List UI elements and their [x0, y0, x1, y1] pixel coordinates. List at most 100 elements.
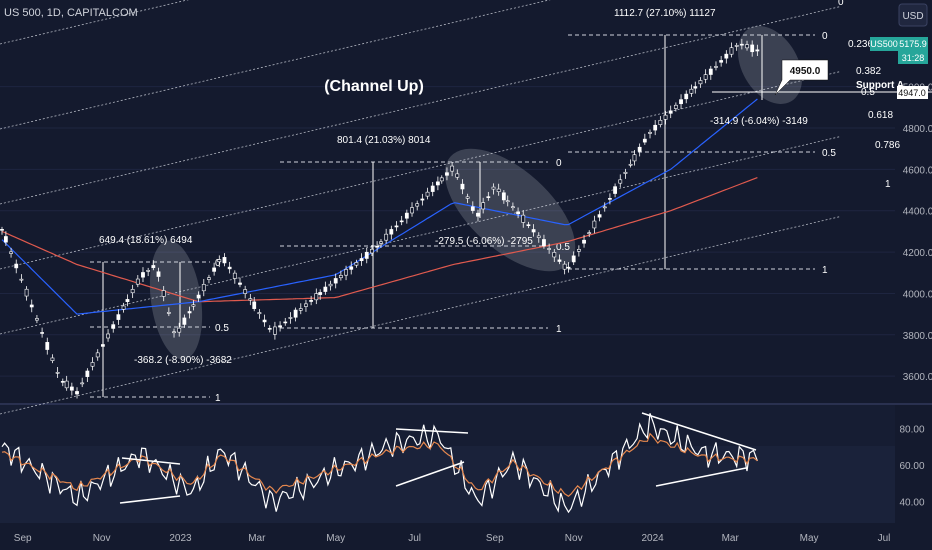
- candle-body: [739, 43, 744, 46]
- candle-body: [146, 270, 151, 272]
- candle-body: [576, 249, 581, 252]
- candle-body: [430, 185, 435, 192]
- candle-body: [172, 331, 176, 334]
- channel-level-label: 0.236: [848, 39, 873, 50]
- candle-body: [648, 132, 652, 134]
- candle-body: [80, 382, 85, 385]
- fib-level-label: 0: [556, 158, 562, 169]
- candle-body: [592, 220, 597, 229]
- currency-button[interactable]: USD: [898, 3, 928, 27]
- candle-body: [536, 235, 541, 238]
- candle-body: [191, 304, 196, 307]
- candle-body: [415, 203, 420, 207]
- candle-body: [90, 362, 95, 367]
- candle-body: [476, 212, 480, 217]
- time-tick-label: Mar: [722, 533, 740, 544]
- candle-body: [9, 251, 13, 254]
- candle-body: [708, 68, 713, 75]
- ma-fast-group: [1, 98, 758, 315]
- candle-body: [542, 239, 546, 247]
- rsi-trendline: [641, 412, 757, 451]
- candle-body: [69, 386, 74, 391]
- candle-body: [125, 299, 130, 302]
- candle-body: [623, 171, 628, 174]
- candle-body: [100, 344, 105, 347]
- fib-level-label: 0.5: [215, 323, 229, 334]
- fib-level-label: 1: [822, 265, 828, 276]
- measure-2: -368.2 (-8.90%) -3682: [134, 355, 232, 366]
- candle-body: [354, 262, 359, 266]
- last-price-badge: US500 5175.9 31:28: [870, 37, 928, 64]
- candle-body: [724, 53, 729, 59]
- price-tick-label: 3600.0: [903, 372, 932, 383]
- time-tick-label: May: [800, 533, 819, 544]
- candle-body: [505, 200, 510, 203]
- candle-body: [318, 292, 323, 295]
- candle-body: [637, 146, 642, 152]
- time-tick-label: Jul: [408, 533, 421, 544]
- ma-slow-group: [1, 177, 758, 303]
- badge-price: 5175.9: [899, 39, 927, 49]
- candle-body: [116, 314, 121, 320]
- price-tick-label: 4200.0: [903, 248, 932, 259]
- candle-body: [521, 214, 526, 223]
- candle-body: [663, 114, 668, 120]
- rsi-tick-label: 40.00: [899, 498, 924, 509]
- candle-body: [243, 289, 248, 294]
- measure-1: 649.4 (18.61%) 6494: [99, 235, 193, 246]
- candle-body: [618, 179, 623, 184]
- candle-body: [531, 229, 536, 233]
- candle-body: [566, 266, 571, 269]
- candle-body: [526, 224, 531, 226]
- candle-body: [187, 311, 192, 314]
- candle-body: [571, 255, 576, 263]
- candle-body: [298, 308, 303, 311]
- fib-level-label: 0: [822, 31, 828, 42]
- candle-body: [582, 239, 586, 244]
- time-tick-label: Mar: [248, 533, 266, 544]
- candle-body: [212, 267, 217, 272]
- candle-body: [64, 380, 69, 389]
- candle-body: [349, 266, 354, 270]
- channel-level-label: 0.618: [868, 110, 893, 121]
- candle-body: [420, 198, 425, 201]
- price-tick-label: 3800.0: [903, 331, 932, 342]
- candle-body: [207, 277, 211, 280]
- callout-value: 4950.0: [790, 66, 821, 77]
- time-tick-label: Nov: [93, 533, 111, 544]
- candle-body: [3, 236, 8, 243]
- candle-body: [19, 278, 24, 281]
- candle-body: [439, 177, 444, 182]
- rsi-trendline: [121, 457, 181, 465]
- candle-body: [613, 186, 617, 194]
- fib-level-label: 1: [556, 324, 562, 335]
- candle-body: [45, 342, 50, 350]
- rsi-ma-line: [1, 432, 758, 497]
- candle-body: [370, 248, 374, 254]
- candle-body: [293, 309, 298, 318]
- candle-body: [201, 284, 206, 292]
- target-callout: 4950.0: [774, 59, 829, 96]
- candle-body: [679, 99, 683, 105]
- candle-body: [689, 88, 694, 94]
- channel-level-label: 0: [838, 0, 844, 8]
- candle-body: [379, 241, 383, 244]
- candle-body: [161, 290, 166, 297]
- support-label: Support A: [856, 80, 904, 91]
- candle-body: [714, 66, 718, 68]
- candle-body: [85, 370, 90, 377]
- badge-countdown: 31:28: [902, 53, 925, 63]
- candle-body: [486, 196, 491, 198]
- fib-level-label: 0: [215, 258, 221, 269]
- fib-level-label: 0.5: [556, 242, 570, 253]
- candle-body: [130, 289, 135, 294]
- support-price-badge: 4947.0: [897, 86, 928, 99]
- candle-body: [587, 232, 592, 234]
- candle-body: [375, 245, 379, 248]
- rsi-tick-label: 60.00: [899, 461, 924, 472]
- candle-body: [121, 305, 126, 310]
- rsi-trendline: [395, 461, 465, 487]
- candle-body: [750, 44, 755, 53]
- candle-body: [481, 202, 486, 210]
